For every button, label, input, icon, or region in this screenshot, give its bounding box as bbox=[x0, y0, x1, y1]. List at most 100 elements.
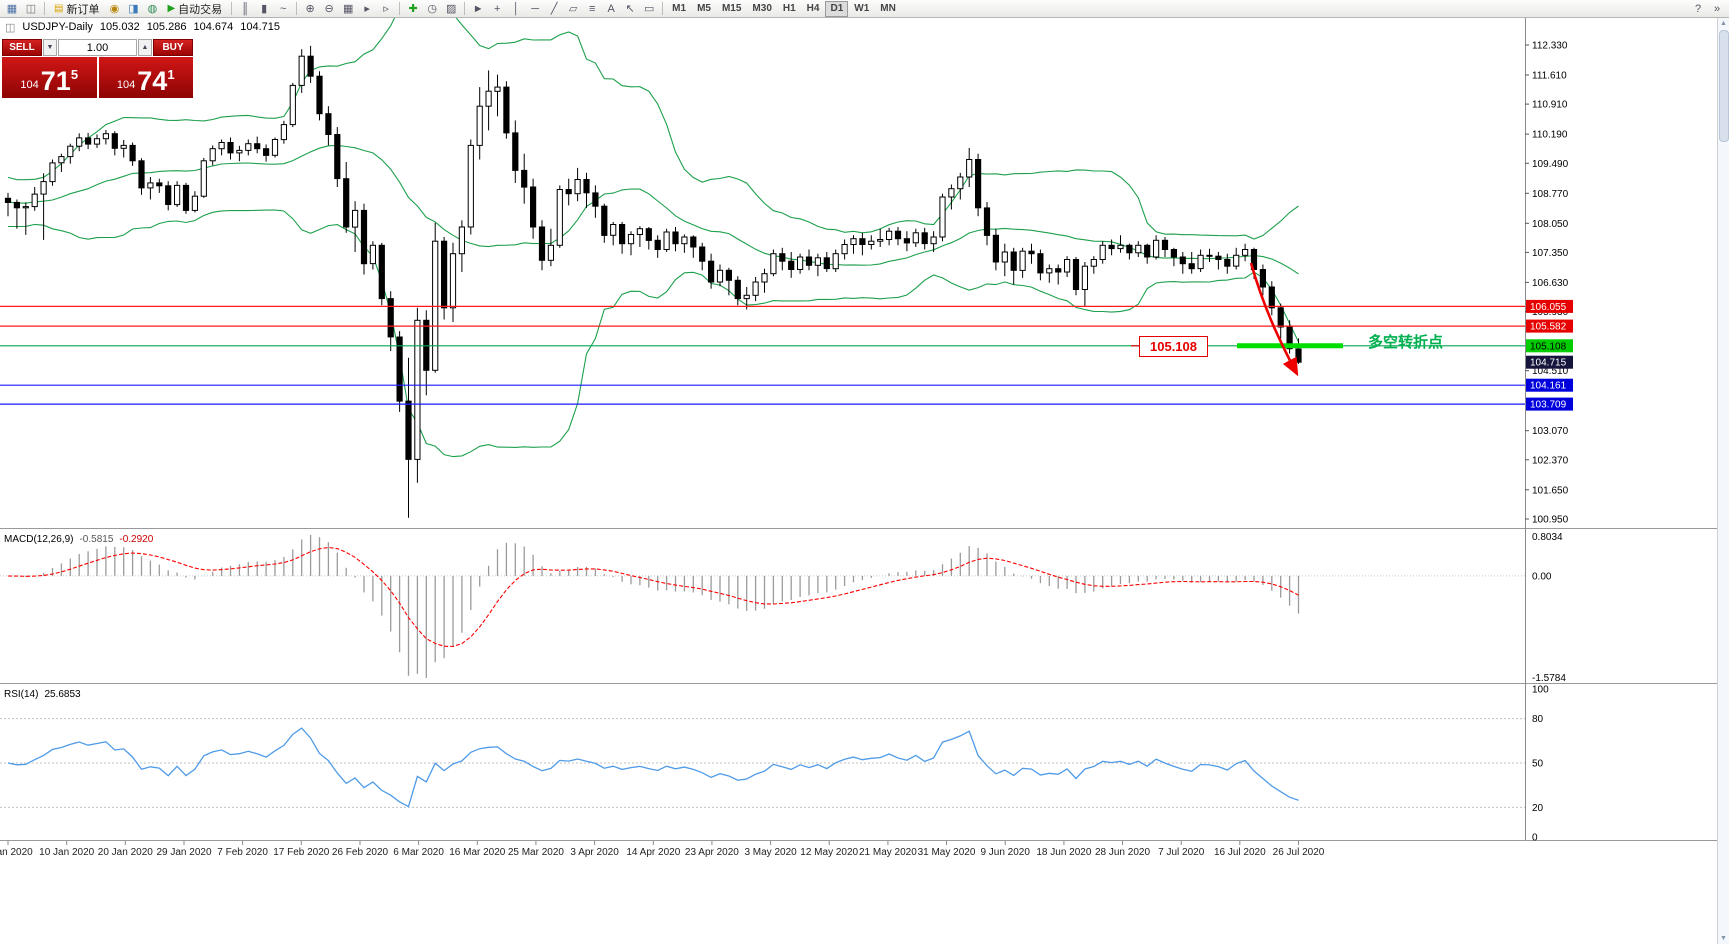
one-click-trading-panel: SELL ▼ ▲ BUY 104 71 5 104 74 1 bbox=[2, 39, 193, 98]
svg-text:26 Feb 2020: 26 Feb 2020 bbox=[332, 847, 389, 858]
zoom-out-icon[interactable]: ⊖ bbox=[324, 3, 334, 15]
tf-m1-button[interactable]: M1 bbox=[672, 3, 687, 14]
svg-text:106.630: 106.630 bbox=[1532, 278, 1569, 289]
arrow-tools-icon[interactable]: ↖ bbox=[625, 3, 635, 15]
candlestick-chart-icon[interactable]: ▮ bbox=[261, 3, 268, 15]
bid-price-display[interactable]: 104 71 5 bbox=[2, 57, 97, 98]
vertical-line-icon[interactable]: │ bbox=[512, 2, 520, 15]
svg-text:21 May 2020: 21 May 2020 bbox=[859, 847, 917, 858]
templates-icon[interactable]: ▨ bbox=[445, 3, 457, 15]
crosshair-icon[interactable]: + bbox=[493, 2, 501, 15]
bid-pip-digit: 5 bbox=[70, 67, 79, 82]
ask-pip-digit: 1 bbox=[167, 67, 175, 82]
new-chart-icon[interactable]: ▦ bbox=[6, 3, 18, 15]
trendline-icon[interactable]: ╱ bbox=[550, 3, 558, 15]
svg-text:100: 100 bbox=[1532, 685, 1549, 696]
auto-scroll-icon[interactable]: ▸ bbox=[364, 3, 370, 15]
scrollbar-thumb[interactable] bbox=[1719, 30, 1729, 142]
svg-text:100.950: 100.950 bbox=[1532, 515, 1569, 526]
chart-canvas[interactable]: 112.330 111.610 110.910 110.190 109.490 108.7… bbox=[0, 18, 1729, 944]
rsi-scale[interactable]: 100 80 50 20 0 bbox=[1532, 685, 1549, 844]
trade-controls-row: SELL ▼ ▲ BUY bbox=[2, 39, 193, 56]
tf-h1-button[interactable]: H1 bbox=[782, 3, 796, 14]
rsi-value: 25.6853 bbox=[44, 689, 81, 700]
price-level-callout[interactable]: 105.108 bbox=[1139, 336, 1208, 357]
fibonacci-icon[interactable]: ≡ bbox=[588, 2, 596, 15]
sell-button[interactable]: SELL bbox=[2, 39, 42, 56]
svg-text:29 Jan 2020: 29 Jan 2020 bbox=[156, 847, 211, 858]
macd-title: MACD(12,26,9) bbox=[4, 534, 74, 545]
bars-chart-icon[interactable]: ║ bbox=[241, 2, 250, 15]
market-watch-icon[interactable]: ◉ bbox=[109, 3, 120, 15]
svg-text:110.190: 110.190 bbox=[1532, 130, 1568, 141]
toolbar-overflow-icon[interactable]: » bbox=[1713, 2, 1721, 15]
chart-shift-icon[interactable]: ▹ bbox=[383, 3, 389, 15]
panel-separators[interactable] bbox=[0, 528, 1718, 841]
toolbar-separator bbox=[296, 2, 298, 15]
new-order-button[interactable]: ▤ 新订单 bbox=[49, 1, 104, 16]
quote-line: ◫ USDJPY-Daily 105.032 105.286 104.674 1… bbox=[5, 21, 280, 34]
tf-m30-button[interactable]: M30 bbox=[752, 3, 772, 14]
pivot-annotation-text[interactable]: 多空转折点 bbox=[1368, 334, 1444, 351]
chart-mini-icon: ◫ bbox=[5, 22, 16, 34]
tf-m15-button[interactable]: M15 bbox=[721, 3, 742, 14]
navigator-icon[interactable]: ◍ bbox=[147, 3, 158, 15]
volume-decrease-button[interactable]: ▼ bbox=[43, 39, 57, 56]
price-scale[interactable]: 112.330 111.610 110.910 110.190 109.490 108.7… bbox=[1525, 41, 1569, 526]
svg-text:2 Jan 2020: 2 Jan 2020 bbox=[0, 847, 33, 858]
tile-windows-icon[interactable]: ▦ bbox=[342, 3, 354, 15]
toolbar-separator bbox=[662, 2, 664, 15]
tf-d1-button[interactable]: D1 bbox=[825, 0, 849, 17]
macd-scale[interactable]: 0.8034 0.00 -1.5784 bbox=[1532, 532, 1566, 684]
text-icon[interactable]: A bbox=[607, 2, 615, 15]
indicators-icon[interactable]: ✚ bbox=[408, 3, 418, 15]
svg-text:17 Feb 2020: 17 Feb 2020 bbox=[273, 847, 330, 858]
ask-prefix: 104 bbox=[116, 79, 136, 91]
svg-text:3 Apr 2020: 3 Apr 2020 bbox=[570, 847, 619, 858]
tf-m5-button[interactable]: M5 bbox=[697, 3, 711, 14]
quote-open: 105.032 bbox=[99, 21, 140, 33]
auto-trading-button[interactable]: ▶ 自动交易 bbox=[162, 1, 227, 16]
periods-icon[interactable]: ◷ bbox=[427, 3, 437, 15]
help-icon[interactable]: ? bbox=[1694, 2, 1702, 15]
svg-text:25 Mar 2020: 25 Mar 2020 bbox=[508, 847, 565, 858]
svg-text:9 Jun 2020: 9 Jun 2020 bbox=[980, 847, 1030, 858]
volume-increase-button[interactable]: ▲ bbox=[138, 39, 152, 56]
svg-text:108.050: 108.050 bbox=[1532, 219, 1569, 230]
shapes-icon[interactable]: ▭ bbox=[643, 3, 655, 15]
svg-text:7 Jul 2020: 7 Jul 2020 bbox=[1158, 847, 1205, 858]
ask-price-display[interactable]: 104 74 1 bbox=[98, 57, 193, 98]
buy-button[interactable]: BUY bbox=[153, 39, 193, 56]
zoom-in-icon[interactable]: ⊕ bbox=[305, 3, 315, 15]
new-order-button-icon: ▤ bbox=[54, 3, 64, 14]
auto-trading-button-icon: ▶ bbox=[167, 3, 176, 14]
horizontal-line-icon[interactable]: ─ bbox=[531, 2, 540, 15]
svg-text:31 May 2020: 31 May 2020 bbox=[918, 847, 976, 858]
data-window-icon[interactable]: ◨ bbox=[128, 3, 139, 15]
vertical-scrollbar[interactable]: ▲ ▼ bbox=[1717, 18, 1729, 944]
volume-input[interactable] bbox=[58, 39, 137, 56]
macd-histogram bbox=[0, 535, 1525, 678]
tf-mn-button[interactable]: MN bbox=[880, 3, 896, 14]
svg-text:104.161: 104.161 bbox=[1530, 381, 1567, 392]
svg-text:0.00: 0.00 bbox=[1532, 571, 1552, 582]
svg-text:20: 20 bbox=[1532, 803, 1544, 814]
chart-window: 112.330 111.610 110.910 110.190 109.490 108.7… bbox=[0, 18, 1729, 944]
tf-h4-button[interactable]: H4 bbox=[806, 3, 820, 14]
scrollbar-up-icon[interactable]: ▲ bbox=[1720, 20, 1727, 27]
scrollbar-down-icon[interactable]: ▼ bbox=[1720, 935, 1727, 942]
bid-big-digits: 71 bbox=[40, 66, 71, 96]
tf-w1-button[interactable]: W1 bbox=[854, 3, 870, 14]
toolbar: ▦ ◫ ▤ 新订单 ◉ ◨ ◍ ▶ 自动交易 ║ ▮ ~ ⊕ ⊖ ▦ ▸ ▹ ✚ ◷ ▨ ► + │ ─ ╱ ▱ ≡ A ↖ ▭ M1 M5 M… bbox=[0, 0, 1729, 18]
equidistant-channel-icon[interactable]: ▱ bbox=[568, 3, 578, 15]
svg-text:3 May 2020: 3 May 2020 bbox=[744, 847, 797, 858]
profiles-icon[interactable]: ◫ bbox=[25, 3, 37, 15]
cursor-icon[interactable]: ► bbox=[472, 2, 484, 15]
toolbar-separator bbox=[464, 2, 466, 15]
down-arrow-annotation[interactable] bbox=[1249, 262, 1299, 377]
line-chart-icon[interactable]: ~ bbox=[279, 2, 287, 15]
trade-prices-row: 104 71 5 104 74 1 bbox=[2, 57, 193, 98]
rsi-title: RSI(14) bbox=[4, 689, 39, 700]
